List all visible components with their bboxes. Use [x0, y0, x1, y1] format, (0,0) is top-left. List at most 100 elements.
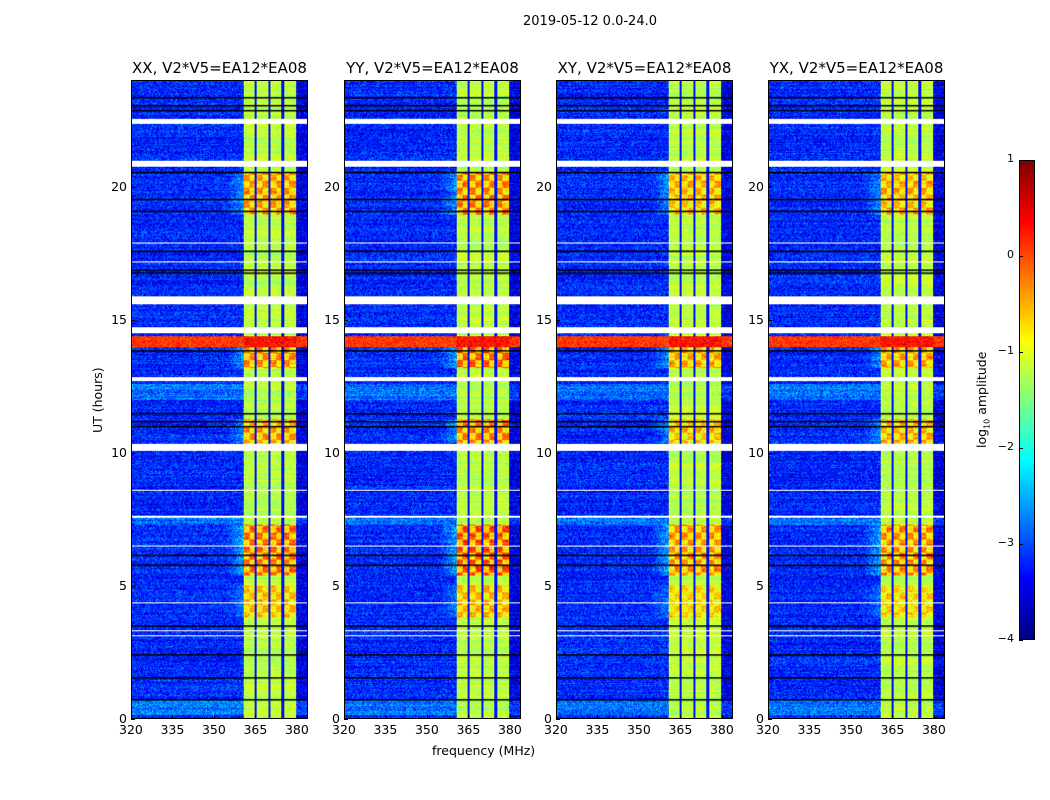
x-tick-mark: [809, 715, 811, 719]
x-tick-mark: [344, 715, 345, 719]
colorbar-tick-mark: [1019, 256, 1023, 257]
y-tick-label: 0: [544, 711, 552, 726]
colorbar-label: log10 amplitude: [974, 351, 992, 448]
x-tick-label: 365: [668, 722, 693, 737]
y-tick-mark: [344, 452, 348, 454]
x-tick-mark: [933, 715, 935, 719]
y-tick-label: 15: [748, 311, 764, 327]
colorbar-tick-mark: [1019, 160, 1023, 161]
x-tick-label: 320: [332, 722, 356, 737]
x-tick-label: 335: [160, 722, 185, 737]
colorbar-tick-label: −2: [997, 440, 1014, 453]
colorbar-tick-label: −4: [997, 632, 1014, 645]
x-tick-mark: [255, 715, 257, 719]
y-tick-label: 5: [332, 577, 340, 593]
colorbar-tick-label: 1: [1007, 152, 1014, 165]
colorbar-tick-label: 0: [1007, 248, 1014, 261]
y-tick-label: 20: [536, 178, 552, 194]
y-tick-label: 0: [756, 711, 764, 726]
x-tick-label: 350: [414, 722, 439, 737]
y-tick-label: 20: [324, 178, 340, 194]
y-tick-label: 10: [111, 444, 127, 460]
x-axis-label: frequency (MHz): [432, 743, 536, 758]
waterfall-panel: [131, 80, 308, 719]
y-tick-mark: [768, 319, 772, 321]
x-tick-mark: [426, 715, 428, 719]
y-tick-mark: [556, 319, 560, 321]
y-tick-mark: [768, 186, 772, 188]
x-tick-mark: [468, 715, 470, 719]
panel-title: YY, V2*V5=EA12*EA08: [346, 59, 519, 77]
x-tick-label: 380: [709, 722, 734, 737]
y-axis-label: UT (hours): [90, 367, 105, 433]
x-tick-label: 350: [201, 722, 226, 737]
x-tick-label: 335: [585, 722, 610, 737]
colorbar: [1019, 160, 1035, 640]
y-tick-label: 20: [748, 178, 764, 194]
y-tick-mark: [768, 719, 772, 720]
y-tick-label: 15: [536, 311, 552, 327]
y-tick-mark: [768, 452, 772, 454]
y-tick-mark: [131, 452, 135, 454]
x-tick-mark: [597, 715, 599, 719]
colorbar-tick-mark: [1019, 352, 1023, 353]
x-tick-mark: [296, 715, 298, 719]
x-tick-mark: [131, 715, 132, 719]
x-tick-mark: [768, 715, 769, 719]
y-tick-label: 5: [756, 577, 764, 593]
x-tick-mark: [721, 715, 723, 719]
y-tick-mark: [344, 585, 348, 587]
y-tick-mark: [344, 186, 348, 188]
y-tick-mark: [131, 719, 135, 720]
colorbar-tick-mark: [1019, 448, 1023, 449]
x-tick-label: 335: [797, 722, 822, 737]
x-tick-mark: [509, 715, 511, 719]
y-tick-label: 10: [748, 444, 764, 460]
figure-title: 2019-05-12 0.0-24.0: [523, 14, 657, 29]
y-tick-label: 5: [544, 577, 552, 593]
y-tick-mark: [131, 186, 135, 188]
x-tick-label: 320: [119, 722, 143, 737]
y-tick-mark: [556, 585, 560, 587]
y-tick-label: 10: [324, 444, 340, 460]
y-tick-label: 0: [119, 711, 127, 726]
x-tick-mark: [172, 715, 174, 719]
y-tick-mark: [556, 452, 560, 454]
y-tick-label: 5: [119, 577, 127, 593]
colorbar-tick-mark: [1019, 544, 1023, 545]
colorbar-tick-label: −3: [997, 536, 1014, 549]
colorbar-tick-mark: [1019, 640, 1023, 641]
colorbar-tick-label: −1: [997, 344, 1014, 357]
y-tick-label: 10: [536, 444, 552, 460]
y-tick-label: 15: [324, 311, 340, 327]
panel-title: XY, V2*V5=EA12*EA08: [557, 59, 732, 77]
y-tick-label: 0: [332, 711, 340, 726]
waterfall-panel: [556, 80, 733, 719]
waterfall-panel: [344, 80, 521, 719]
y-tick-mark: [556, 719, 560, 720]
x-tick-label: 335: [373, 722, 398, 737]
y-tick-label: 15: [111, 311, 127, 327]
y-tick-mark: [131, 585, 135, 587]
panel-title: XX, V2*V5=EA12*EA08: [132, 59, 307, 77]
x-tick-label: 350: [838, 722, 863, 737]
x-tick-mark: [680, 715, 682, 719]
panel-title: YX, V2*V5=EA12*EA08: [769, 59, 944, 77]
x-tick-label: 350: [626, 722, 651, 737]
x-tick-mark: [850, 715, 852, 719]
x-tick-label: 365: [243, 722, 268, 737]
x-tick-mark: [556, 715, 557, 719]
x-tick-mark: [385, 715, 387, 719]
x-tick-mark: [213, 715, 215, 719]
x-tick-label: 320: [544, 722, 568, 737]
waterfall-panel: [768, 80, 945, 719]
y-tick-mark: [131, 319, 135, 321]
y-tick-mark: [344, 719, 348, 720]
x-tick-label: 320: [756, 722, 780, 737]
x-tick-label: 365: [880, 722, 905, 737]
x-tick-label: 380: [284, 722, 309, 737]
x-tick-mark: [892, 715, 894, 719]
x-tick-mark: [638, 715, 640, 719]
y-tick-mark: [344, 319, 348, 321]
